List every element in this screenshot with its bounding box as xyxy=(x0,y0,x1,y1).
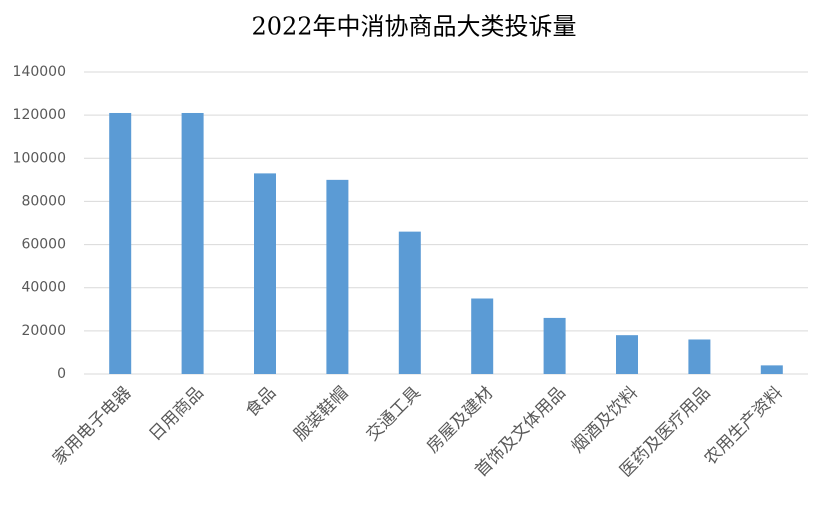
bar xyxy=(398,231,421,374)
bar xyxy=(326,179,349,374)
y-tick-label: 20000 xyxy=(21,323,66,339)
y-tick-label: 40000 xyxy=(21,280,66,296)
bar xyxy=(616,335,638,374)
x-tick-label: 交通工具 xyxy=(363,383,425,445)
x-tick-label: 农用生产资料 xyxy=(701,383,787,469)
bar xyxy=(543,317,566,374)
bar xyxy=(760,365,783,374)
x-tick-label: 家用电子电器 xyxy=(49,383,135,469)
y-tick-label: 100000 xyxy=(13,150,66,166)
y-tick-label: 80000 xyxy=(21,193,66,209)
chart-title: 2022年中消协商品大类投诉量 xyxy=(251,13,576,41)
x-tick-label: 烟酒及饮料 xyxy=(568,383,642,457)
x-tick-label: 服装鞋帽 xyxy=(290,383,352,445)
y-tick-label: 140000 xyxy=(13,64,66,80)
x-tick-label: 日用商品 xyxy=(145,383,207,445)
y-tick-label: 120000 xyxy=(13,107,66,123)
bar xyxy=(181,112,204,374)
x-tick-label: 食品 xyxy=(242,383,280,421)
bar xyxy=(109,112,132,374)
x-tick-label: 房屋及建材 xyxy=(423,383,497,457)
bar xyxy=(688,339,711,374)
bar xyxy=(471,298,494,374)
y-tick-label: 60000 xyxy=(21,237,66,253)
bar xyxy=(254,173,276,374)
y-tick-label: 0 xyxy=(57,366,66,382)
